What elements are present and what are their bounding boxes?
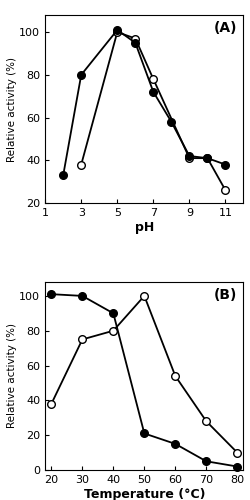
- Text: (A): (A): [213, 20, 236, 34]
- X-axis label: pH: pH: [134, 220, 153, 234]
- Y-axis label: Relative activity (%): Relative activity (%): [6, 324, 16, 428]
- Text: (B): (B): [213, 288, 236, 302]
- Y-axis label: Relative activity (%): Relative activity (%): [6, 56, 16, 162]
- X-axis label: Temperature (°C): Temperature (°C): [83, 488, 204, 500]
